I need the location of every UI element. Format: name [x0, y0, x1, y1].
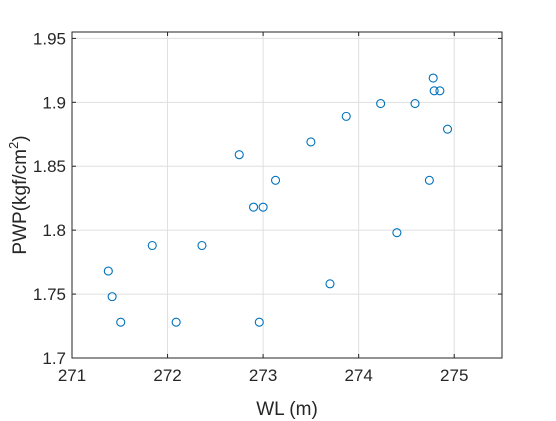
- y-tick-label: 1.9: [42, 93, 66, 112]
- x-tick-label: 273: [249, 366, 277, 385]
- x-axis-label: WL (m): [256, 399, 318, 420]
- y-axis-label-suffix: ): [10, 135, 31, 141]
- data-point: [171, 317, 181, 327]
- grid: [71, 32, 502, 359]
- x-tick-label: 274: [344, 366, 372, 385]
- y-axis-label: PWP(kgf/cm2): [6, 135, 31, 254]
- data-point: [376, 99, 386, 109]
- x-tick-label: 272: [153, 366, 181, 385]
- axis-ticks: [71, 32, 502, 359]
- data-point: [306, 137, 316, 147]
- x-tick-label: 271: [58, 366, 86, 385]
- data-point: [392, 228, 402, 238]
- y-tick-label: 1.75: [33, 285, 66, 304]
- y-axis-label-main: PWP(kgf/cm: [10, 149, 31, 255]
- data-point: [428, 73, 438, 83]
- data-point: [424, 175, 434, 185]
- data-point: [249, 202, 259, 212]
- data-points: [103, 73, 453, 327]
- data-point: [429, 86, 439, 96]
- data-point: [270, 175, 281, 185]
- data-point: [410, 99, 420, 109]
- data-point: [116, 317, 126, 327]
- y-tick-label: 1.95: [33, 29, 66, 48]
- y-tick-label: 1.8: [42, 221, 66, 240]
- x-tick-labels: 271 272 273 274 275: [58, 366, 469, 385]
- y-tick-labels: 1.7 1.75 1.8 1.85 1.9 1.95: [33, 29, 66, 368]
- x-tick-label: 275: [440, 366, 468, 385]
- data-point: [234, 150, 244, 160]
- data-point: [197, 240, 207, 251]
- data-point: [442, 124, 453, 134]
- data-point: [325, 279, 335, 289]
- y-tick-label: 1.7: [42, 349, 66, 368]
- data-point: [258, 202, 268, 212]
- data-point: [103, 266, 113, 276]
- y-axis-label-superscript: 2: [6, 142, 21, 149]
- data-point: [107, 292, 117, 302]
- data-point: [254, 317, 264, 327]
- data-point: [147, 240, 157, 251]
- y-tick-label: 1.85: [33, 157, 66, 176]
- data-point: [435, 86, 445, 96]
- data-point: [341, 111, 351, 121]
- axes-box: [71, 31, 503, 359]
